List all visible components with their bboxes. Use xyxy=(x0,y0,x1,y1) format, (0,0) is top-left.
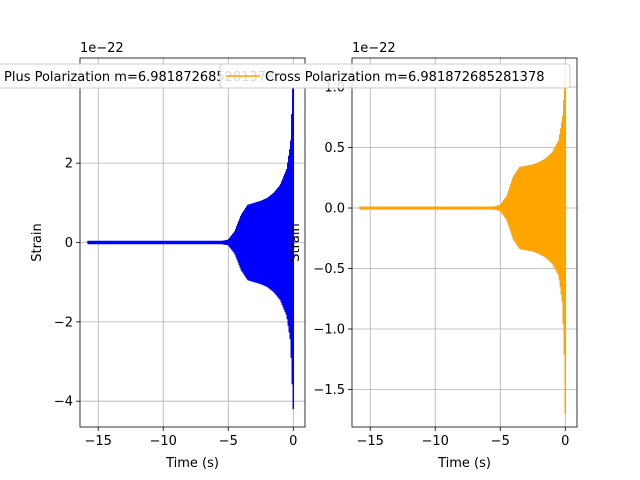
cross-legend-box xyxy=(219,63,571,89)
waveform-line xyxy=(359,68,567,414)
y-tick-label: −1.0 xyxy=(313,323,345,338)
cross-axes-frame xyxy=(351,57,578,428)
cross-waveform xyxy=(359,68,567,414)
y-tick-label: 0.5 xyxy=(324,141,345,156)
x-tick-label: 0 xyxy=(561,434,569,449)
cross-legend: Cross Polarization m=6.981872685281378 xyxy=(219,63,571,89)
x-tick-label: −15 xyxy=(356,434,383,449)
waveform-line xyxy=(87,63,295,410)
y-tick-label: 0 xyxy=(65,236,73,251)
plus-x-axis-label: Time (s) xyxy=(165,456,219,471)
x-tick-label: −5 xyxy=(491,434,510,449)
y-tick-label: −1.5 xyxy=(313,383,345,398)
y-tick-label: −0.5 xyxy=(313,262,345,277)
cross-offset-text: 1e−22 xyxy=(352,41,396,56)
plus-y-axis-label: Strain xyxy=(30,223,45,262)
plus-legend-label: Plus Polarization m=6.981872685281378 xyxy=(4,70,274,85)
x-tick-label: −10 xyxy=(422,434,449,449)
x-tick-label: 0 xyxy=(289,434,297,449)
y-tick-label: 0.0 xyxy=(324,202,345,217)
x-tick-label: −10 xyxy=(150,434,177,449)
plus-waveform xyxy=(87,63,295,410)
cross-legend-label: Cross Polarization m=6.981872685281378 xyxy=(265,70,544,85)
y-tick-label: 2 xyxy=(65,157,73,172)
cross-y-axis-label: Strain xyxy=(288,223,303,262)
cross-polarization-axes: −15−10−50−1.5−1.0−0.50.00.51.0 1e−22 Tim… xyxy=(288,41,578,471)
y-tick-label: −2 xyxy=(54,315,73,330)
y-tick-label: −4 xyxy=(54,395,73,410)
x-tick-label: −5 xyxy=(219,434,238,449)
plus-offset-text: 1e−22 xyxy=(80,41,124,56)
plus-polarization-axes: −15−10−50−4−2024 1e−22 Time (s) Strain xyxy=(30,41,306,471)
cross-x-axis-label: Time (s) xyxy=(437,456,491,471)
x-tick-label: −15 xyxy=(84,434,111,449)
